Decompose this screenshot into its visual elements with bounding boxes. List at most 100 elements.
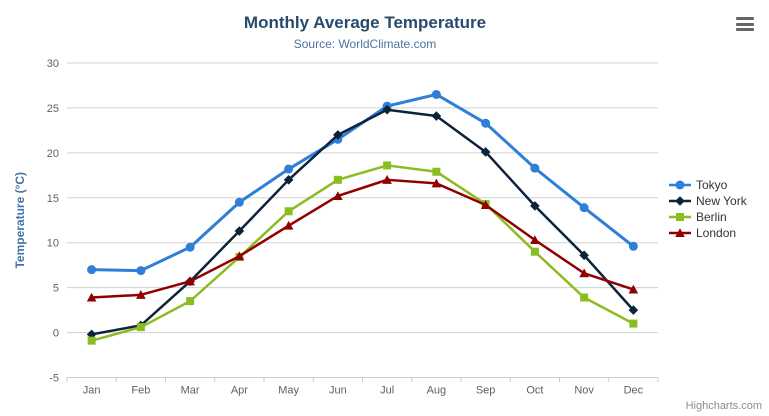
legend-marker-diamond-icon [669,196,691,206]
hamburger-bar [736,22,754,26]
series-london[interactable] [86,175,639,302]
legend-label: New York [696,194,747,208]
hamburger-bar [736,17,754,20]
legend-marker-square-icon [669,213,691,221]
legend-item-london[interactable]: London [669,225,747,241]
y-axis-label: -5 [49,373,59,385]
export-hamburger-icon[interactable] [736,17,754,31]
data-point-tokyo-mar[interactable] [185,242,195,252]
data-point-new-york-nov[interactable] [579,250,589,261]
data-point-new-york-sep[interactable] [480,147,491,157]
data-point-london-mar[interactable] [185,276,195,286]
series-tokyo[interactable] [87,89,638,276]
y-axis-label: 0 [53,328,59,340]
legend: Tokyo New York Berlin London [669,177,747,241]
data-point-london-dec[interactable] [628,284,639,294]
x-axis-label: Mar [181,385,200,397]
y-axis-labels: -5 0 5 10 15 20 25 30 [47,58,59,385]
legend-item-new-york[interactable]: New York [669,193,747,209]
data-point-new-york-jan[interactable] [86,329,97,340]
data-point-london-jun[interactable] [333,191,343,200]
data-point-tokyo-aug[interactable] [431,89,441,99]
legend-label: Tokyo [696,178,728,192]
data-point-berlin-may[interactable] [284,207,293,216]
legend-item-tokyo[interactable]: Tokyo [669,177,747,193]
data-point-new-york-jun[interactable] [333,130,343,140]
series-line-berlin[interactable] [90,164,635,342]
data-point-london-jul[interactable] [382,175,392,184]
y-axis-label: 30 [47,58,59,70]
y-axis-title: Temperature (°C) [13,172,27,269]
y-axis-label: 20 [47,148,59,160]
x-axis-label: Oct [526,385,543,397]
y-axis-label: 5 [53,283,59,295]
data-point-tokyo-dec[interactable] [628,241,638,251]
data-point-tokyo-jan[interactable] [87,265,97,275]
data-point-berlin-feb[interactable] [136,323,145,332]
x-axis-label: Dec [624,385,644,397]
data-point-london-oct[interactable] [530,235,540,245]
data-point-new-york-dec[interactable] [628,305,639,315]
legend-label: London [696,226,737,240]
hamburger-bar [736,28,754,31]
legend-marker-shape [675,196,685,206]
data-point-tokyo-feb[interactable] [136,266,146,276]
data-point-new-york-oct[interactable] [530,201,540,211]
data-point-new-york-may[interactable] [283,175,294,185]
legend-item-berlin[interactable]: Berlin [669,209,747,225]
data-point-tokyo-oct[interactable] [530,163,540,173]
series-new-york[interactable] [86,104,639,340]
data-point-berlin-oct[interactable] [530,247,539,256]
data-point-tokyo-may[interactable] [284,164,294,174]
y-axis-label: 15 [47,193,59,205]
legend-marker-shape [676,213,684,221]
legend-marker-shape [675,228,685,237]
x-axis [66,377,659,383]
legend-marker-circle-icon [669,180,691,190]
data-point-london-may[interactable] [283,220,294,230]
gridlines [67,62,658,378]
data-point-london-feb[interactable] [136,290,146,299]
series-line-tokyo[interactable] [90,92,635,273]
data-point-berlin-dec[interactable] [629,319,638,328]
data-point-tokyo-apr[interactable] [234,197,244,207]
data-point-london-jan[interactable] [86,292,97,302]
legend-marker-shape [675,180,685,190]
data-point-berlin-jan[interactable] [87,336,96,345]
data-point-new-york-jul[interactable] [382,104,392,115]
series-line-new-york[interactable] [90,108,635,336]
x-axis-label: Feb [131,385,150,397]
data-point-new-york-apr[interactable] [234,226,245,236]
x-axis-label: Nov [574,385,594,397]
legend-marker-triangle-icon [669,228,691,237]
data-point-berlin-aug[interactable] [432,167,441,176]
x-axis-label: Jan [83,385,101,397]
chart-subtitle: Source: WorldClimate.com [293,37,437,51]
x-axis-label: Aug [427,385,447,397]
data-point-london-apr[interactable] [234,251,245,261]
data-point-tokyo-nov[interactable] [579,203,589,213]
series-line-london[interactable] [90,178,635,299]
data-point-berlin-nov[interactable] [580,293,589,302]
data-point-london-sep[interactable] [480,200,491,209]
highcharts-credits-link[interactable]: Highcharts.com [685,400,762,412]
data-point-berlin-jul[interactable] [383,161,392,170]
x-axis-label: Jul [380,385,394,397]
x-axis-label: May [278,385,299,397]
y-axis-label: 10 [47,238,59,250]
x-axis-label: Jun [329,385,347,397]
data-point-london-aug[interactable] [431,178,442,188]
legend-label: Berlin [696,210,727,224]
y-axis-label: 25 [47,103,59,115]
data-point-berlin-jun[interactable] [333,175,342,184]
x-axis-labels: Jan Feb Mar Apr May Jun Jul Aug Sep Oct Nov Dec [83,385,644,397]
chart-title: Monthly Average Temperature [243,13,487,32]
data-point-tokyo-sep[interactable] [481,118,491,128]
data-point-new-york-aug[interactable] [431,111,442,121]
data-point-london-nov[interactable] [579,268,589,278]
data-point-berlin-mar[interactable] [186,297,195,306]
x-axis-label: Sep [476,385,496,397]
x-axis-label: Apr [231,385,248,397]
